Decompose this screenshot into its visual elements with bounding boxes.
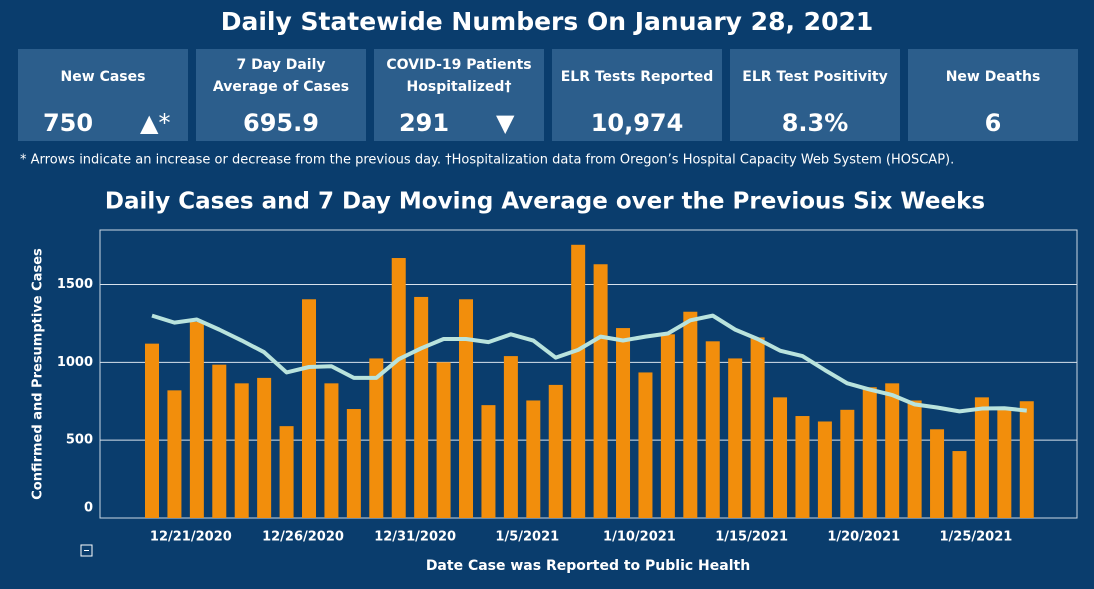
plot-frame bbox=[99, 229, 1078, 519]
bar bbox=[593, 264, 608, 518]
bar bbox=[571, 244, 586, 518]
kpi-label: 7 Day Daily Average of Cases bbox=[213, 57, 349, 95]
kpi-card bbox=[908, 49, 1078, 141]
bar bbox=[346, 409, 361, 518]
y-tick-label: 1500 bbox=[57, 277, 93, 292]
bar bbox=[503, 356, 518, 518]
bar bbox=[279, 426, 294, 518]
x-tick-label: 1/25/2021 bbox=[939, 530, 1012, 545]
bar bbox=[638, 372, 653, 518]
bar bbox=[795, 416, 810, 518]
y-tick-label: 1000 bbox=[57, 355, 93, 370]
bar bbox=[885, 383, 900, 518]
kpi-label: ELR Test Positivity bbox=[742, 69, 887, 85]
x-tick-label: 1/10/2021 bbox=[603, 530, 676, 545]
bar bbox=[302, 299, 317, 518]
bar bbox=[930, 429, 945, 518]
kpi-value: 8.3% bbox=[782, 109, 849, 137]
kpi-label: New Cases bbox=[61, 69, 146, 85]
kpi-value: 695.9 bbox=[243, 109, 319, 137]
bar bbox=[1019, 401, 1034, 518]
bar bbox=[705, 341, 720, 518]
kpi-card bbox=[374, 49, 544, 141]
x-tick-label: 1/15/2021 bbox=[715, 530, 788, 545]
x-axis-label: Date Case was Reported to Public Health bbox=[426, 558, 750, 574]
kpi-value: 6 bbox=[985, 109, 1002, 137]
bar bbox=[862, 387, 877, 518]
x-tick-label: 12/21/2020 bbox=[150, 530, 232, 545]
bar bbox=[817, 421, 832, 518]
kpi-arrow: ▲* bbox=[140, 109, 170, 137]
kpi-value: 291 bbox=[399, 109, 449, 137]
kpi-arrow: ▼ bbox=[496, 109, 515, 137]
x-tick-label: 1/20/2021 bbox=[827, 530, 900, 545]
bar bbox=[750, 337, 765, 518]
kpi-card bbox=[552, 49, 722, 141]
bar bbox=[212, 364, 227, 518]
bar bbox=[189, 321, 204, 518]
bar bbox=[660, 334, 675, 518]
bar bbox=[234, 383, 249, 518]
moving-average-line bbox=[151, 313, 1027, 414]
bar bbox=[773, 397, 788, 518]
y-tick-label: 0 bbox=[84, 501, 93, 516]
bar bbox=[683, 311, 698, 518]
x-tick-label: 12/26/2020 bbox=[262, 530, 344, 545]
bar bbox=[324, 383, 339, 518]
bar bbox=[436, 362, 451, 518]
kpi-label: New Deaths bbox=[946, 69, 1041, 85]
legend-toggle-icon[interactable] bbox=[80, 544, 93, 557]
kpi-card bbox=[196, 49, 366, 141]
bar bbox=[145, 343, 159, 518]
footnote: * Arrows indicate an increase or decreas… bbox=[20, 153, 954, 168]
bar bbox=[728, 358, 743, 518]
kpi-value: 750 bbox=[43, 109, 93, 137]
cards: New Cases 750 ▲* 7 Day Daily Average of Case… bbox=[18, 49, 1078, 141]
bar bbox=[257, 377, 272, 518]
bar bbox=[167, 390, 182, 518]
chart-title: Daily Cases and 7 Day Moving Average ove… bbox=[105, 189, 985, 215]
y-tick-label: 500 bbox=[66, 433, 93, 448]
bar bbox=[997, 409, 1012, 518]
bar bbox=[481, 405, 496, 518]
kpi-card bbox=[730, 49, 900, 141]
bar bbox=[459, 299, 474, 518]
kpi-label: ELR Tests Reported bbox=[561, 69, 714, 85]
bar bbox=[840, 409, 855, 518]
bar bbox=[616, 328, 631, 518]
y-axis-label: Confirmed and Presumptive Cases bbox=[31, 248, 46, 500]
bar bbox=[414, 296, 429, 518]
kpi-value: 10,974 bbox=[591, 109, 684, 137]
bar bbox=[952, 451, 967, 518]
bar bbox=[548, 384, 563, 518]
bar bbox=[907, 400, 922, 518]
kpi-label: COVID-19 Patients Hospitalized† bbox=[386, 57, 531, 95]
x-tick-label: 12/31/2020 bbox=[374, 530, 456, 545]
kpi-card bbox=[18, 49, 188, 141]
bar bbox=[526, 400, 541, 518]
page-title: Daily Statewide Numbers On January 28, 2… bbox=[221, 7, 874, 36]
x-tick-label: 1/5/2021 bbox=[495, 530, 559, 545]
bar bbox=[369, 358, 384, 518]
bar bbox=[974, 397, 989, 518]
bar bbox=[391, 258, 406, 518]
